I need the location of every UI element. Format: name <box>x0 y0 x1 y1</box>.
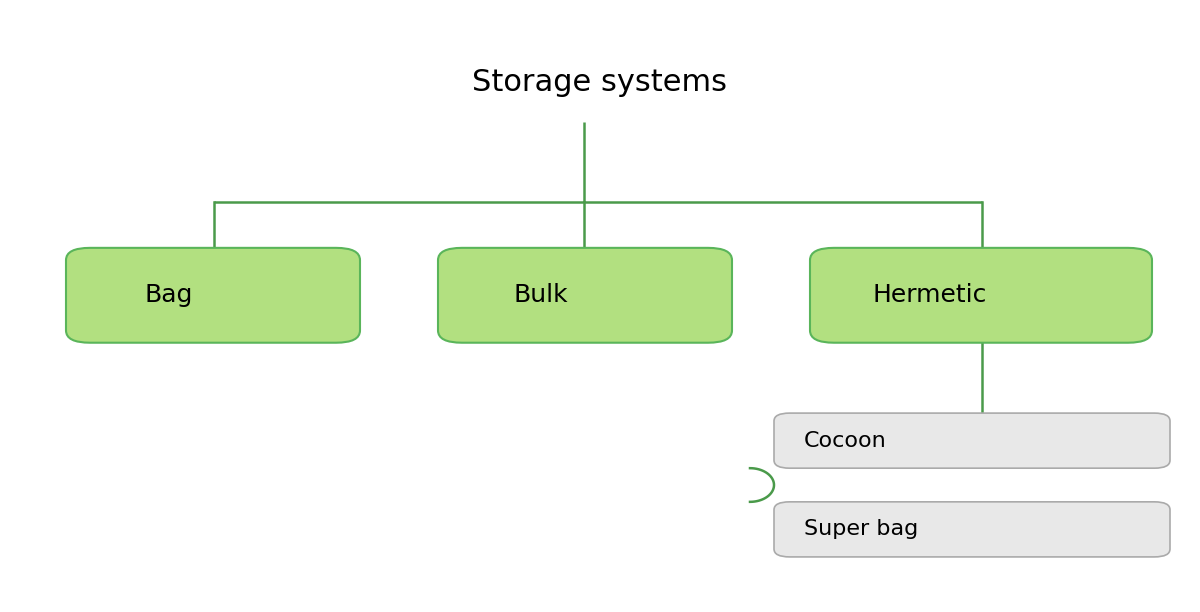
FancyBboxPatch shape <box>66 248 360 343</box>
FancyBboxPatch shape <box>774 502 1170 557</box>
Text: Storage systems: Storage systems <box>473 68 727 97</box>
Text: Bulk: Bulk <box>514 283 569 307</box>
Text: Bag: Bag <box>145 283 193 307</box>
Text: Cocoon: Cocoon <box>804 431 887 450</box>
Text: Hermetic: Hermetic <box>872 283 986 307</box>
FancyBboxPatch shape <box>810 248 1152 343</box>
FancyBboxPatch shape <box>774 413 1170 468</box>
Text: Super bag: Super bag <box>804 520 918 539</box>
FancyBboxPatch shape <box>438 248 732 343</box>
